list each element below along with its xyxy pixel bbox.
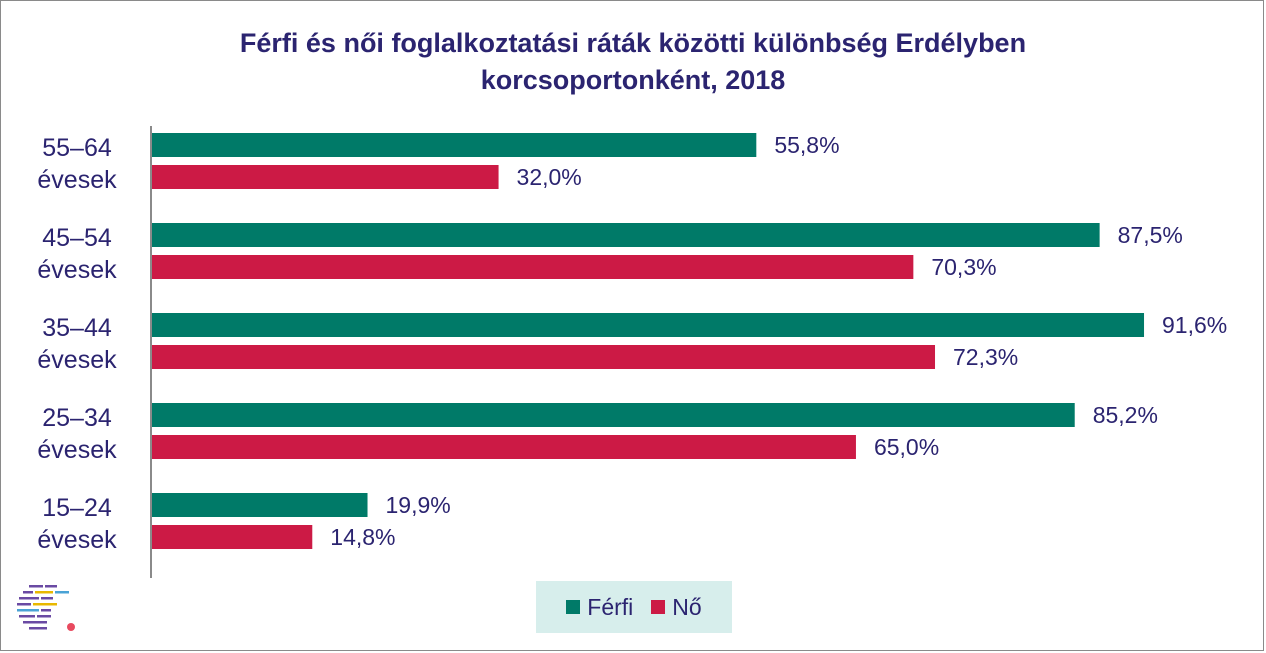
data-label-male: 19,9% [386,492,451,518]
bar-male [152,313,1145,337]
category-label-line-2: évesek [37,526,117,554]
data-label-male: 55,8% [774,132,839,158]
bar-female [152,255,914,279]
bar-male [152,403,1075,427]
data-label-male: 91,6% [1162,312,1227,338]
data-label-male: 87,5% [1118,222,1183,248]
legend-swatch-male [566,600,581,614]
legend-label-female: Nő [672,593,702,620]
data-label-male: 85,2% [1093,402,1158,428]
category-label-line-1: 55–64 [42,134,112,162]
bar-female [152,345,936,369]
data-label-female: 72,3% [953,344,1018,370]
chart-title-line-2: korcsoportonként, 2018 [480,65,786,95]
chart-title-line-1: Férfi és női foglalkoztatási ráták közöt… [239,28,1027,58]
data-label-female: 65,0% [874,434,939,460]
legend-swatch-female [651,600,666,614]
bar-female [152,525,313,549]
chart-title: Férfi és női foglalkoztatási ráták közöt… [1,25,1265,99]
chart-legend: Férfi Nő [536,581,732,633]
category-label-line-1: 35–44 [42,314,112,342]
bar-male [152,133,757,157]
bar-female [152,435,856,459]
category-label-line-2: évesek [37,166,117,194]
data-label-female: 14,8% [330,524,395,550]
category-label-line-2: évesek [37,256,117,284]
data-label-female: 70,3% [931,254,996,280]
category-label-line-1: 45–54 [42,224,112,252]
category-label-line-2: évesek [37,346,117,374]
bar-male [152,493,368,517]
legend-item-female: Nő [651,593,702,621]
institute-logo-icon [17,585,75,631]
bar-female [152,165,499,189]
data-label-female: 32,0% [517,164,582,190]
bar-male [152,223,1100,247]
category-label-line-2: évesek [37,436,117,464]
legend-label-male: Férfi [587,593,634,620]
category-label-line-1: 15–24 [42,494,112,522]
category-label-line-1: 25–34 [42,404,112,432]
legend-item-male: Férfi [566,594,633,621]
